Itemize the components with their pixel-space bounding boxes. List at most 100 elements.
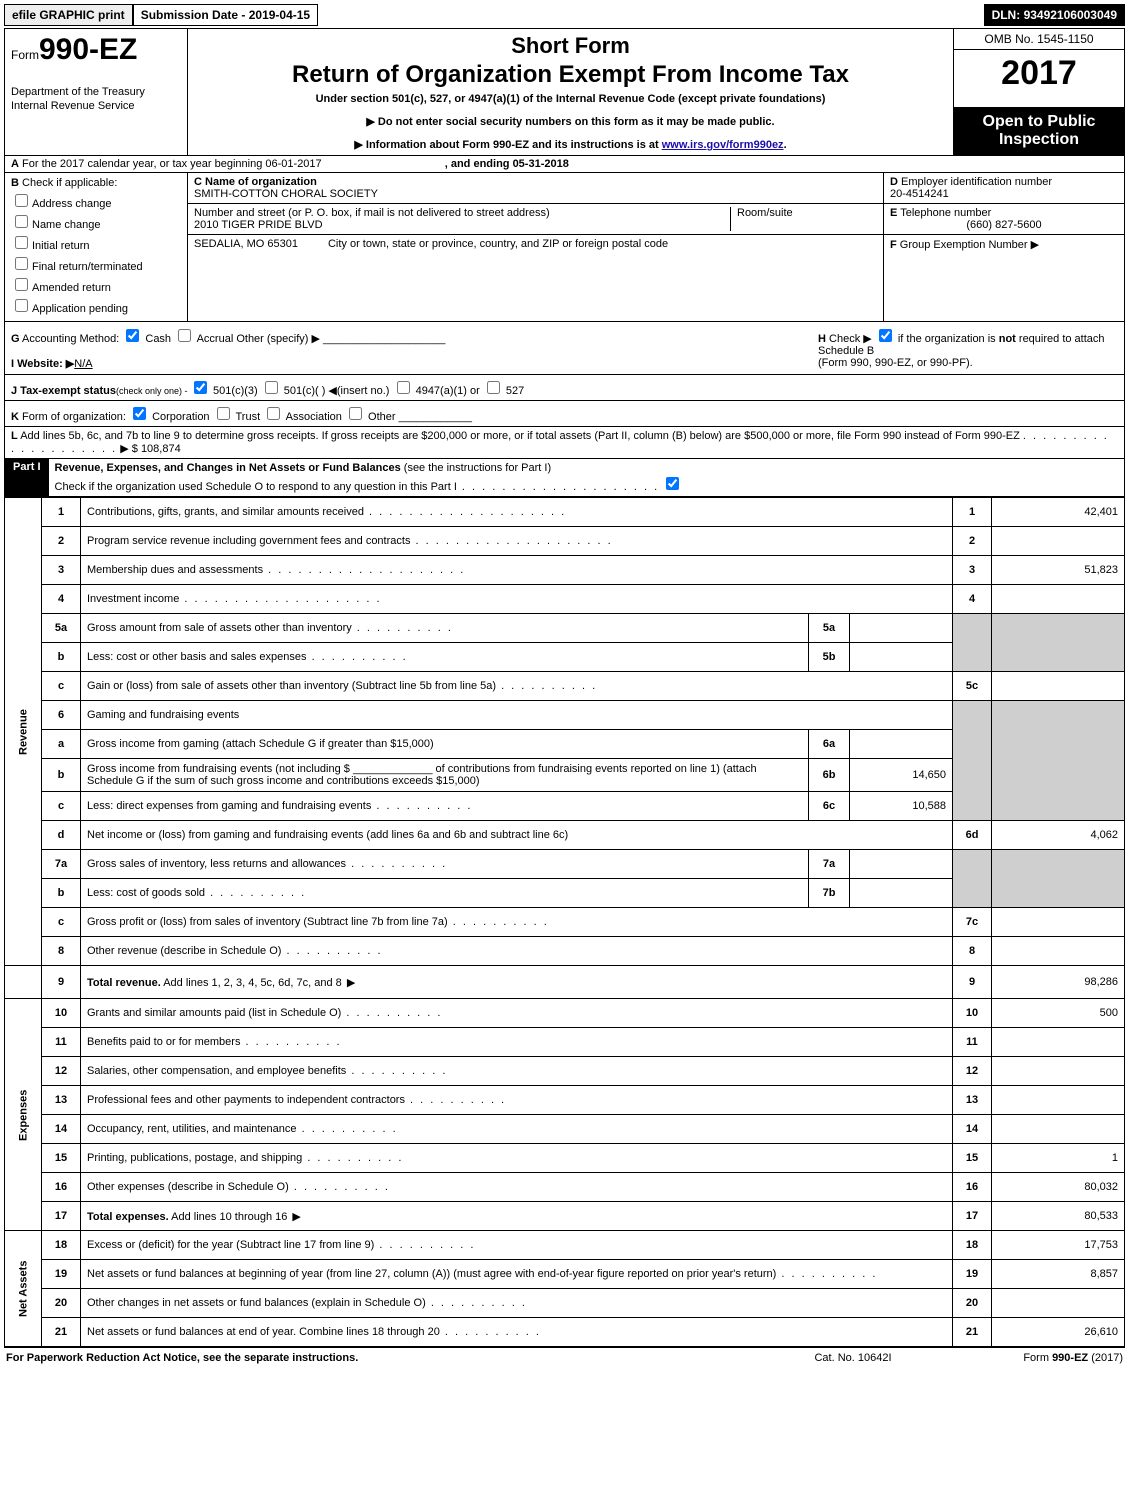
ln13-amt	[992, 1086, 1125, 1115]
chk-trust[interactable]	[217, 407, 230, 420]
form-prefix: Form	[11, 48, 39, 62]
ln9-desc2: Add lines 1, 2, 3, 4, 5c, 6d, 7c, and 8	[161, 977, 342, 989]
ln6-desc: Gaming and fundraising events	[81, 701, 953, 730]
l-label: L	[11, 430, 18, 442]
ln21-num: 21	[42, 1318, 81, 1347]
ln1-desc: Contributions, gifts, grants, and simila…	[87, 506, 566, 518]
ln18-num: 18	[42, 1231, 81, 1260]
other-label: Other (specify) ▶	[236, 333, 320, 345]
h-check: Check ▶	[829, 333, 872, 345]
side-expenses: Expenses	[5, 999, 42, 1231]
ln16-amt: 80,032	[992, 1173, 1125, 1202]
j-text: (check only one) -	[116, 386, 190, 396]
ln21-amt: 26,610	[992, 1318, 1125, 1347]
chk-527[interactable]	[487, 381, 500, 394]
chk-amended-return[interactable]: Amended return	[11, 275, 181, 294]
ln6d-desc: Net income or (loss) from gaming and fun…	[81, 821, 953, 850]
form-title: Return of Organization Exempt From Incom…	[196, 61, 945, 89]
submission-date-label: Submission Date -	[141, 8, 249, 22]
chk-amended-return-input[interactable]	[15, 278, 28, 291]
ln7a-desc: Gross sales of inventory, less returns a…	[87, 858, 447, 870]
chk-schedule-b[interactable]	[879, 329, 892, 342]
line-k: K Form of organization: Corporation Trus…	[4, 401, 1125, 427]
ln13-box: 13	[953, 1086, 992, 1115]
chk-final-return[interactable]: Final return/terminated	[11, 254, 181, 273]
j-501c3: 501(c)(3)	[213, 385, 258, 397]
k-corp: Corporation	[152, 411, 209, 423]
i-label: I Website: ▶	[11, 358, 74, 370]
chk-501c3[interactable]	[194, 381, 207, 394]
h-label: H	[818, 333, 826, 345]
chk-address-change-input[interactable]	[15, 194, 28, 207]
ln19-box: 19	[953, 1260, 992, 1289]
chk-initial-return[interactable]: Initial return	[11, 233, 181, 252]
ln12-num: 12	[42, 1057, 81, 1086]
h-not: not	[999, 333, 1016, 345]
dln-label: DLN:	[992, 8, 1024, 22]
chk-application-pending[interactable]: Application pending	[11, 296, 181, 315]
ln9-desc: Total revenue.	[87, 977, 161, 989]
b-text: Check if applicable:	[22, 177, 117, 189]
part1-check-line: Check if the organization used Schedule …	[55, 481, 457, 493]
cash-label: Cash	[145, 333, 171, 345]
j-4947: 4947(a)(1) or	[416, 385, 480, 397]
ln21-desc: Net assets or fund balances at end of ye…	[87, 1326, 541, 1338]
ln9-box: 9	[953, 966, 992, 999]
ln17-num: 17	[42, 1202, 81, 1231]
part1-header: Part I Revenue, Expenses, and Changes in…	[4, 459, 1125, 497]
e-text: Telephone number	[900, 207, 991, 219]
chk-cash[interactable]	[126, 329, 139, 342]
part1-title: Revenue, Expenses, and Changes in Net As…	[55, 462, 401, 474]
ln7b-sval	[850, 879, 953, 908]
ln6-num: 6	[42, 701, 81, 730]
dept-irs: Internal Revenue Service	[11, 99, 181, 113]
chk-address-change[interactable]: Address change	[11, 191, 181, 210]
instructions-link[interactable]: www.irs.gov/form990ez	[662, 139, 784, 151]
ln4-amt	[992, 585, 1125, 614]
room-label: Room/suite	[737, 207, 793, 219]
ln17-box: 17	[953, 1202, 992, 1231]
chk-schedule-o[interactable]	[666, 477, 679, 490]
ln7ab-shade	[953, 850, 992, 908]
chk-final-return-input[interactable]	[15, 257, 28, 270]
form-meta-block: OMB No. 1545-1150 2017 Open to Public In…	[954, 29, 1124, 155]
ln6d-box: 6d	[953, 821, 992, 850]
ln9-num: 9	[42, 966, 81, 999]
line-l: L Add lines 5b, 6c, and 7b to line 9 to …	[4, 427, 1125, 459]
ln20-desc: Other changes in net assets or fund bala…	[87, 1297, 527, 1309]
ln7a-sval	[850, 850, 953, 879]
chk-accrual[interactable]	[178, 329, 191, 342]
chk-assoc[interactable]	[267, 407, 280, 420]
footer-form: Form 990-EZ (2017)	[943, 1352, 1123, 1364]
ln6c-num: c	[42, 792, 81, 821]
f-arrow: ▶	[1031, 239, 1039, 251]
chk-4947[interactable]	[397, 381, 410, 394]
ln19-amt: 8,857	[992, 1260, 1125, 1289]
ln1-num: 1	[42, 498, 81, 527]
chk-name-change[interactable]: Name change	[11, 212, 181, 231]
ln5ab-shade	[953, 614, 992, 672]
ln6b-sval: 14,650	[850, 759, 953, 792]
ln6a-slab: 6a	[809, 730, 850, 759]
dln-value: 93492106003049	[1024, 8, 1117, 22]
chk-501c[interactable]	[265, 381, 278, 394]
chk-initial-return-input[interactable]	[15, 236, 28, 249]
ln7b-slab: 7b	[809, 879, 850, 908]
form-subtitle: Under section 501(c), 527, or 4947(a)(1)…	[196, 93, 945, 105]
d-label: D	[890, 176, 898, 188]
ln8-num: 8	[42, 937, 81, 966]
chk-corp[interactable]	[133, 407, 146, 420]
chk-application-pending-input[interactable]	[15, 299, 28, 312]
chk-other-org[interactable]	[349, 407, 362, 420]
chk-amended-return-label: Amended return	[32, 282, 111, 294]
ein-phone-block: D Employer identification number 20-4514…	[884, 173, 1124, 321]
accrual-label: Accrual	[197, 333, 234, 345]
ln6b-desc-pre: Gross income from fundraising events (no…	[87, 763, 353, 775]
city-label: City or town, state or province, country…	[328, 238, 668, 250]
page-footer: For Paperwork Reduction Act Notice, see …	[4, 1347, 1125, 1368]
ln15-desc: Printing, publications, postage, and shi…	[87, 1152, 403, 1164]
chk-name-change-input[interactable]	[15, 215, 28, 228]
ln4-num: 4	[42, 585, 81, 614]
efile-print-button[interactable]: efile GRAPHIC print	[4, 4, 133, 26]
ln6c-desc: Less: direct expenses from gaming and fu…	[87, 800, 472, 812]
